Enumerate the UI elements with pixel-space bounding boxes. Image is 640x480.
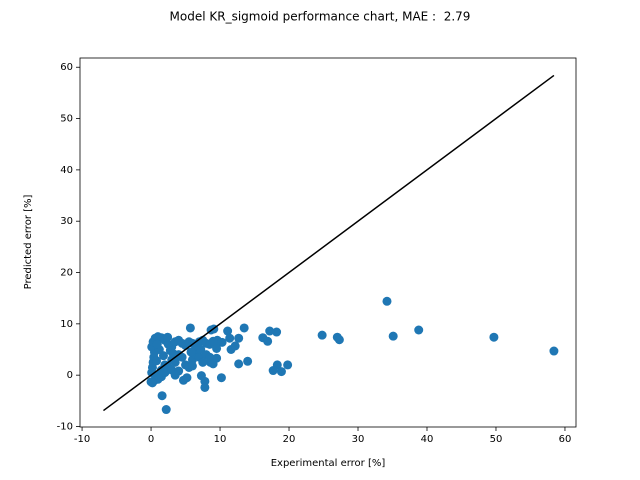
point <box>182 373 192 383</box>
point <box>157 391 167 401</box>
point <box>263 336 273 346</box>
point <box>152 356 162 366</box>
y-tick-label: 10 <box>60 319 73 330</box>
point <box>272 327 282 337</box>
x-tick-label: 0 <box>148 434 154 445</box>
point <box>276 367 286 377</box>
point <box>234 333 244 343</box>
point <box>216 373 226 383</box>
point <box>198 357 208 367</box>
plot-frame <box>79 57 577 428</box>
x-tick-label: 40 <box>421 434 434 445</box>
point <box>234 359 244 369</box>
x-tick-label: 20 <box>283 434 296 445</box>
y-tick-label: 30 <box>60 216 73 227</box>
point <box>317 330 327 340</box>
point <box>161 405 171 415</box>
point <box>196 371 206 381</box>
point <box>177 352 187 362</box>
point <box>205 352 215 362</box>
point <box>163 332 173 342</box>
chart-title: Model KR_sigmoid performance chart, MAE … <box>170 10 471 24</box>
point <box>223 326 233 336</box>
point <box>200 382 210 392</box>
point <box>170 357 180 367</box>
point <box>152 339 162 349</box>
y-tick-label: 40 <box>60 165 73 176</box>
y-tick-label: 20 <box>60 268 73 279</box>
reference-line <box>103 74 555 412</box>
point <box>268 366 278 376</box>
y-tick-label: 50 <box>60 114 73 125</box>
point <box>489 332 499 342</box>
point <box>382 296 392 306</box>
point <box>160 368 170 378</box>
x-tick-label: 60 <box>559 434 572 445</box>
point <box>230 341 240 351</box>
y-tick-label: 60 <box>60 62 73 73</box>
point <box>186 347 196 357</box>
y-tick-label: -10 <box>57 421 73 432</box>
point <box>283 360 293 370</box>
point <box>414 325 424 335</box>
y-axis-label: Predicted error [%] <box>23 195 34 290</box>
x-tick-label: -10 <box>74 434 90 445</box>
point <box>147 378 157 388</box>
point <box>168 349 178 359</box>
point <box>170 370 180 380</box>
point <box>243 356 253 366</box>
point <box>187 361 197 371</box>
x-tick-label: 30 <box>352 434 365 445</box>
y-tick-label: 0 <box>67 370 73 381</box>
point <box>388 331 398 341</box>
point <box>334 335 344 345</box>
point <box>225 333 235 343</box>
point <box>196 345 206 355</box>
point <box>208 336 218 346</box>
x-tick-label: 10 <box>214 434 227 445</box>
point <box>549 346 559 356</box>
point <box>212 343 222 353</box>
x-axis-label: Experimental error [%] <box>271 458 386 469</box>
x-tick-label: 50 <box>490 434 503 445</box>
point <box>208 359 218 369</box>
point <box>185 323 195 333</box>
point <box>265 326 275 336</box>
point <box>239 323 249 333</box>
